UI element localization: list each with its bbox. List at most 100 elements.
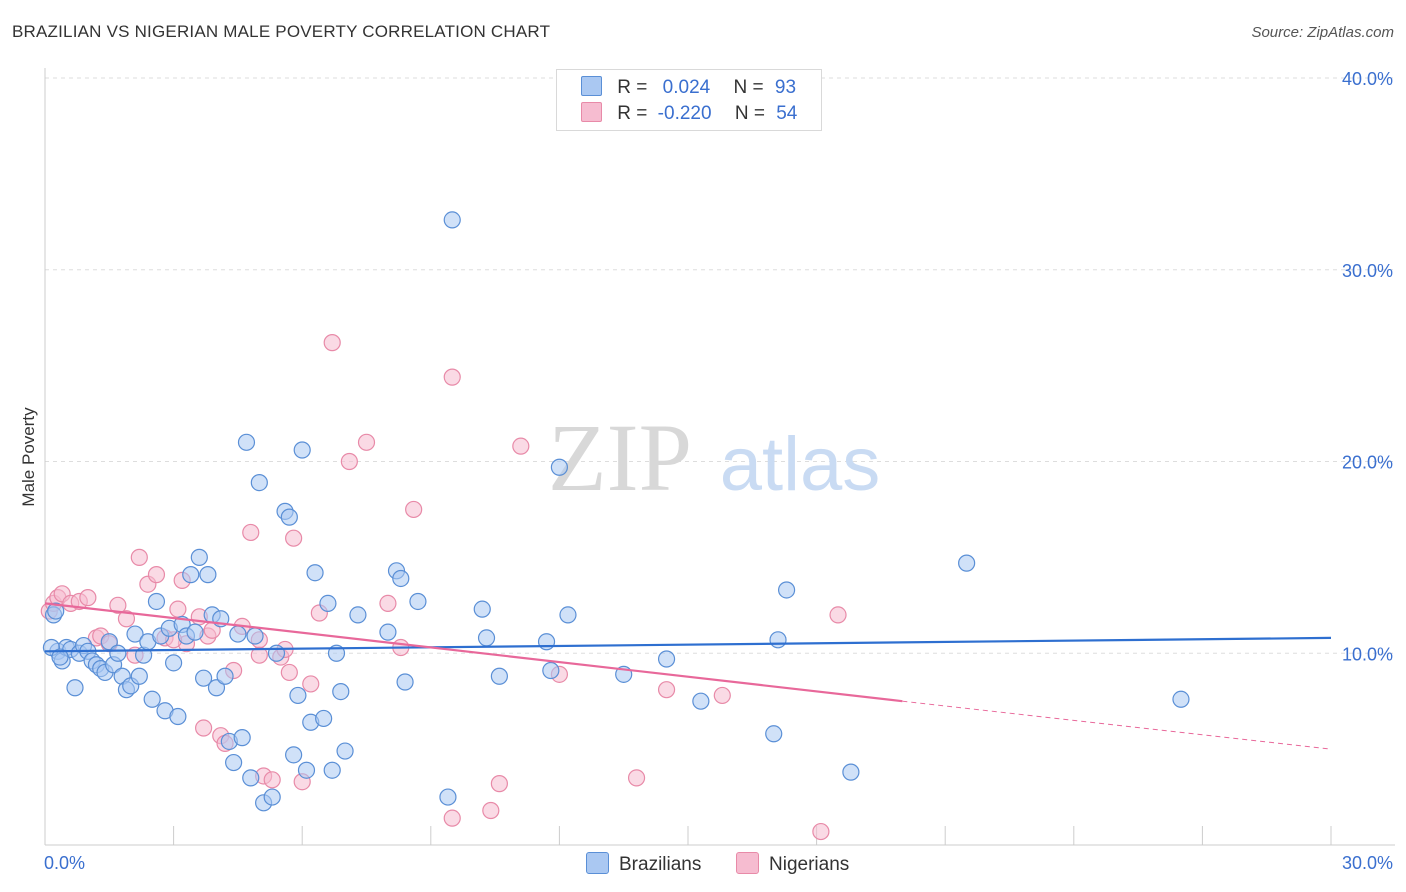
brazilians-swatch [581, 76, 602, 96]
nigerians-swatch [581, 102, 602, 122]
watermark: ZIP atlas [548, 404, 880, 511]
r-value: 0.024 [662, 77, 711, 98]
data-point [315, 709, 333, 728]
y-tick-label: 40.0% [1342, 69, 1393, 89]
r-label: R = [617, 103, 648, 124]
data-point [542, 661, 560, 680]
data-point [285, 529, 303, 547]
axes [44, 68, 1395, 846]
brazilians-legend-swatch [586, 852, 609, 874]
data-point [229, 625, 247, 643]
data-point [285, 746, 303, 764]
data-point [190, 548, 208, 566]
data-point [169, 707, 187, 726]
data-point [246, 627, 264, 645]
data-point [263, 771, 281, 789]
data-point [490, 667, 508, 685]
n-label: N = [734, 103, 765, 124]
data-point [66, 679, 84, 697]
r-value: -0.220 [657, 103, 712, 124]
source-label: Source: ZipAtlas.com [1251, 24, 1394, 41]
data-point [323, 334, 341, 352]
data-point [332, 682, 350, 701]
r-label: R = [617, 77, 648, 98]
data-point [195, 669, 213, 687]
data-point [958, 554, 976, 572]
data-point [280, 508, 298, 526]
legend-row-nigerians: R = -0.220 N = 54 [581, 102, 797, 126]
data-point [302, 675, 320, 693]
data-point [559, 606, 577, 624]
data-point [769, 631, 787, 649]
data-point [147, 592, 166, 611]
y-tick-label: 20.0% [1342, 453, 1393, 473]
data-point [812, 822, 830, 841]
data-point [267, 644, 286, 662]
y-tick-label: 30.0% [1342, 261, 1393, 281]
data-point [692, 692, 710, 710]
data-point [349, 606, 367, 624]
data-point [126, 625, 144, 643]
stats-legend: R = 0.024 N = 93 R = -0.220 N = 54 [556, 69, 822, 131]
data-point [657, 650, 676, 668]
watermark-zip: ZIP [548, 404, 692, 511]
data-point [357, 433, 376, 451]
data-point [379, 594, 397, 612]
data-point [293, 441, 311, 459]
data-point [396, 673, 414, 691]
data-point [490, 775, 508, 793]
data-point [482, 801, 500, 820]
trend-line-nigerians [44, 602, 903, 703]
tick-labels: 10.0% 20.0% 30.0% 40.0% 0.0% 30.0% [44, 69, 1393, 873]
trend-line-nigerians-extrapolated [902, 700, 1332, 750]
legend-item-nigerians[interactable]: Nigerians [736, 852, 849, 876]
data-point [379, 623, 397, 641]
data-point [439, 788, 457, 806]
data-point [165, 654, 183, 672]
data-point [207, 679, 226, 697]
data-point [199, 566, 217, 584]
data-point [216, 667, 234, 685]
x-tick-label: 30.0% [1342, 853, 1393, 873]
data-point [280, 663, 298, 682]
data-point [512, 437, 530, 455]
data-point [182, 566, 200, 584]
data-point [829, 606, 847, 624]
n-value: 93 [774, 77, 797, 98]
data-point [169, 600, 187, 618]
legend-item-brazilians[interactable]: Brazilians [586, 852, 701, 876]
data-point [186, 623, 204, 641]
data-point [130, 548, 148, 566]
data-point [306, 564, 324, 582]
data-point [117, 610, 136, 628]
legend-label-nigerians: Nigerians [769, 854, 850, 875]
data-point [713, 686, 731, 705]
data-point [233, 729, 251, 747]
n-value: 54 [776, 103, 798, 124]
data-point [405, 500, 423, 519]
data-point [79, 589, 97, 607]
x-tick-label: 0.0% [44, 853, 85, 873]
data-point [657, 681, 676, 699]
nigerians-legend-swatch [736, 852, 759, 874]
series-nigerians [40, 334, 847, 841]
legend-label-brazilians: Brazilians [619, 854, 702, 875]
trend-lines [44, 602, 1332, 750]
data-point [1172, 690, 1190, 708]
data-point [323, 761, 341, 779]
chart-title: BRAZILIAN VS NIGERIAN MALE POVERTY CORRE… [12, 22, 551, 41]
data-point [242, 523, 260, 542]
y-tick-label: 10.0% [1342, 644, 1393, 664]
legend-row-brazilians: R = 0.024 N = 93 [581, 76, 796, 100]
data-point [392, 569, 410, 588]
data-point [443, 211, 461, 229]
data-point [477, 629, 496, 647]
n-label: N = [733, 77, 764, 98]
data-point [147, 566, 166, 584]
data-point [51, 648, 69, 666]
data-point [109, 596, 127, 614]
data-point [143, 690, 161, 708]
data-point [319, 594, 337, 612]
y-axis-label: Male Poverty [19, 407, 38, 507]
